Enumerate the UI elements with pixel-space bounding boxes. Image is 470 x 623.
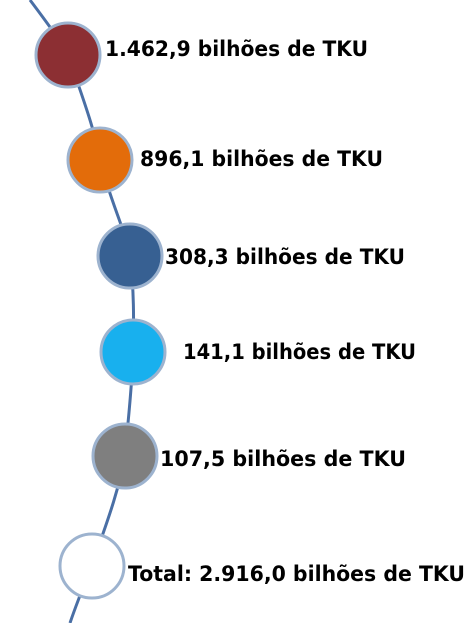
node-label: 141,1 bilhões de TKU [183, 340, 416, 364]
node-label: Total: 2.916,0 bilhões de TKU [128, 562, 465, 586]
node-circle [58, 532, 126, 600]
node-circle [99, 318, 167, 386]
node-label: 107,5 bilhões de TKU [160, 447, 406, 471]
node-circle [91, 422, 159, 490]
node-label: 308,3 bilhões de TKU [165, 245, 405, 269]
connector-line [28, 0, 136, 623]
node-circle [34, 21, 102, 89]
node-circle [66, 126, 134, 194]
node-circle [96, 222, 164, 290]
node-label: 1.462,9 bilhões de TKU [105, 37, 368, 61]
node-label: 896,1 bilhões de TKU [140, 147, 383, 171]
